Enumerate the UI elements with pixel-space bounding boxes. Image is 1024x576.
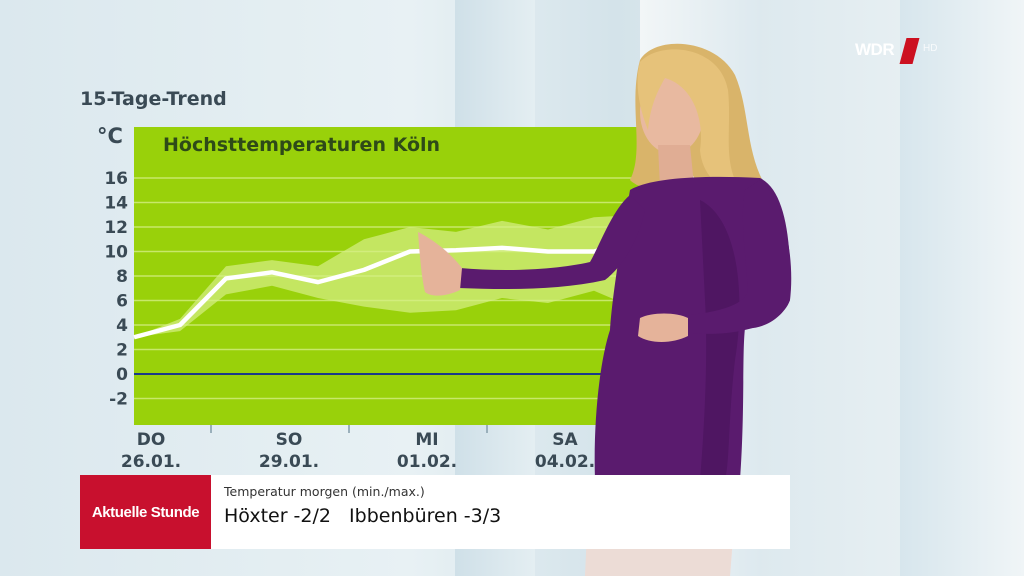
y-tick-label: -2	[109, 390, 128, 410]
channel-logo-suffix: HD	[923, 43, 938, 54]
info-panel: Temperatur morgen (min./max.) Höxter -2/…	[211, 475, 790, 549]
temperature-entry: Höxter -2/2	[224, 505, 331, 527]
x-tick-day: SO	[276, 430, 303, 450]
y-tick-label: 10	[104, 243, 128, 263]
chart-title: Höchsttemperaturen Köln	[163, 134, 440, 156]
y-tick-label: 4	[116, 316, 128, 336]
info-caption: Temperatur morgen (min./max.)	[224, 484, 425, 499]
studio-panel	[900, 0, 1024, 576]
temperature-chart: Höchsttemperaturen Köln 1614121086420-2 …	[104, 127, 640, 470]
temperature-series	[133, 237, 640, 340]
x-tick-date: 29.01.	[259, 452, 319, 470]
range-band	[134, 214, 640, 338]
y-tick-label: 6	[116, 292, 128, 312]
x-tick-date: 01.02.	[397, 452, 457, 470]
temperature-entry: Ibbenbüren -3/3	[349, 505, 502, 527]
y-tick-label: 0	[116, 365, 128, 385]
x-tick-day: SA	[552, 430, 578, 450]
x-tick-day: DO	[137, 430, 166, 450]
unit-label: °C	[97, 124, 123, 148]
y-tick-label: 14	[104, 194, 128, 214]
temperature-entries: Höxter -2/2 Ibbenbüren -3/3	[224, 505, 513, 527]
show-name-badge: Aktuelle Stunde	[80, 475, 211, 549]
trend-heading: 15-Tage-Trend	[80, 88, 227, 110]
channel-logo-text: WDR	[855, 40, 895, 59]
x-tick-date: 04.02.	[535, 452, 595, 470]
x-tick-labels: DO 26.01. SO 29.01. MI 01.02. SA 04.02.	[121, 425, 626, 470]
y-tick-labels: 16 14 12 10 8 6 4 2 0 -2	[104, 169, 128, 410]
y-tick-label: 16	[104, 169, 128, 189]
range-band-area	[134, 214, 640, 338]
y-tick-label: 12	[104, 218, 128, 238]
lower-third-banner: Aktuelle Stunde Temperatur morgen (min./…	[80, 475, 790, 549]
y-tick-label: 2	[116, 341, 128, 361]
max-temperature-line	[133, 237, 640, 340]
x-tick-day: MI	[415, 430, 438, 450]
y-tick-label: 8	[116, 267, 128, 287]
x-tick-date: 26.01.	[121, 452, 181, 470]
